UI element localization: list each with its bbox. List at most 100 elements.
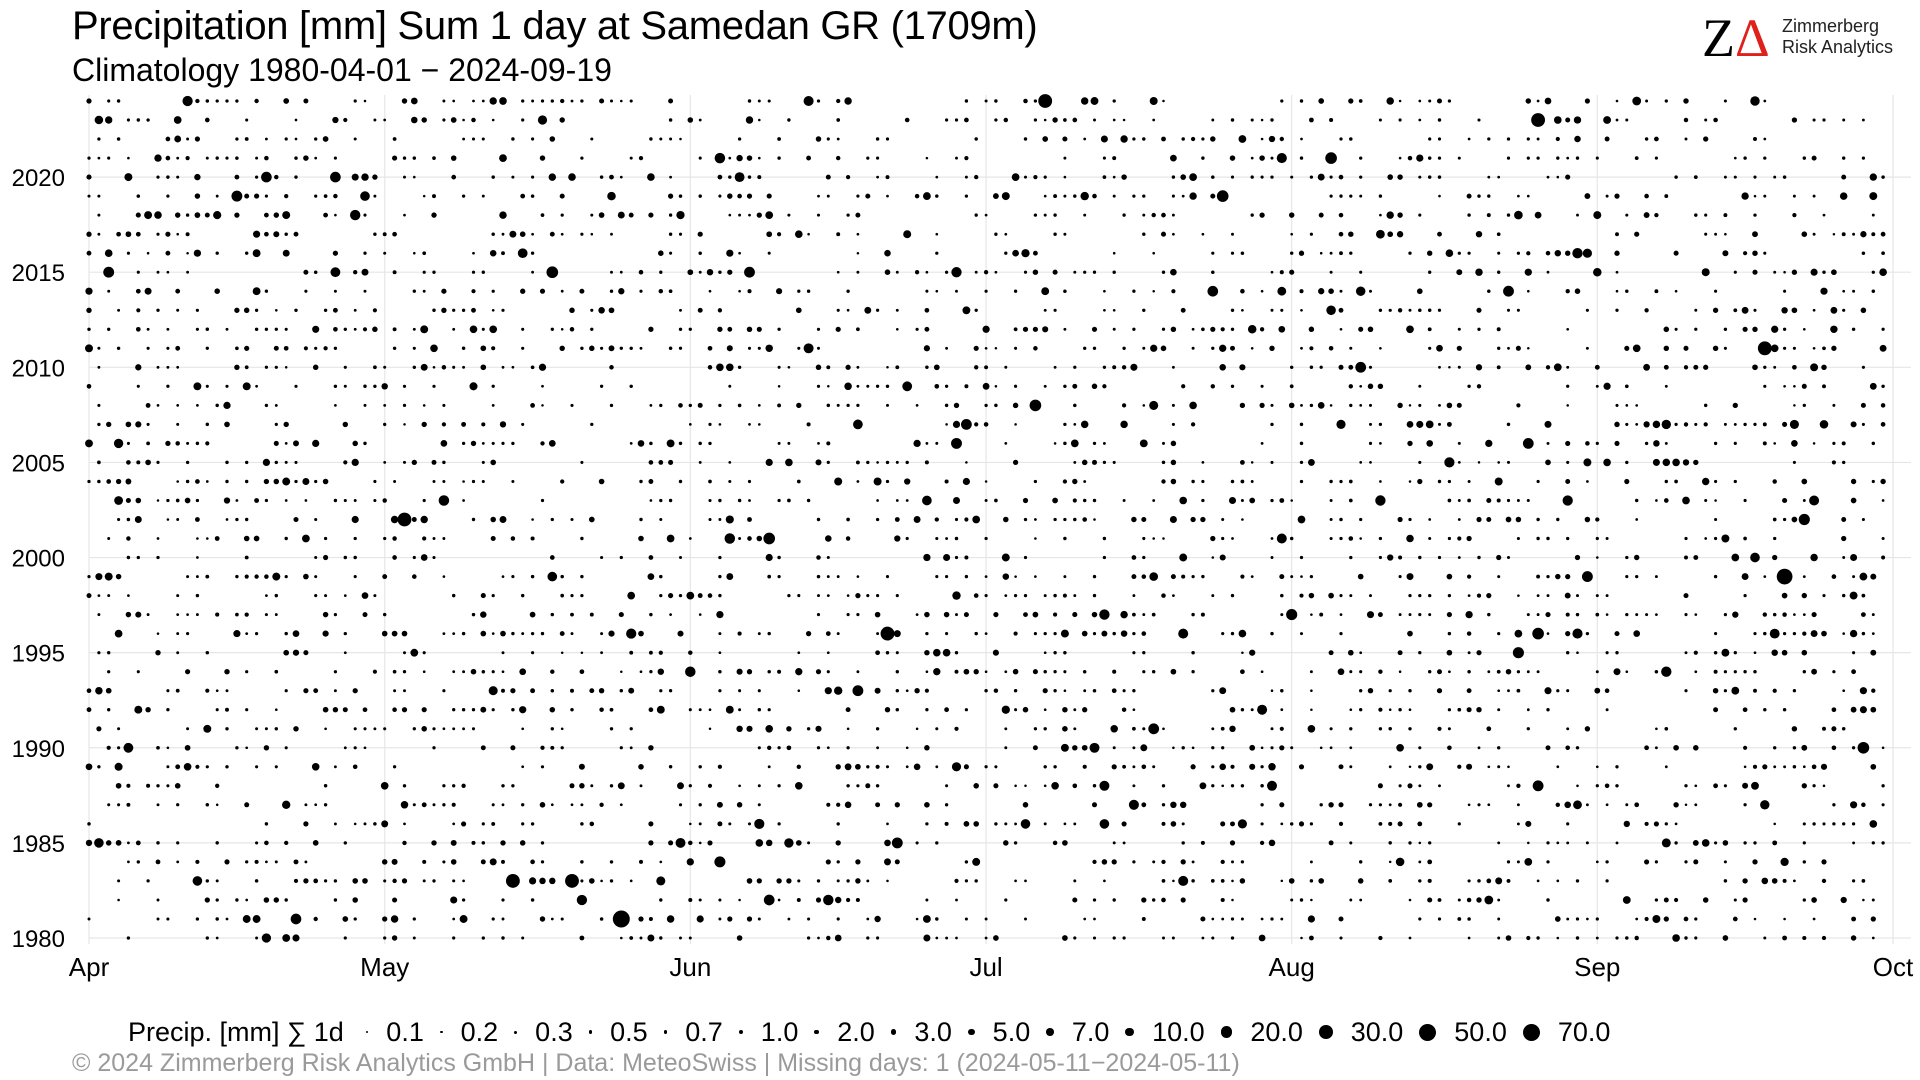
precip-point: [265, 594, 268, 597]
precip-point: [1406, 534, 1414, 543]
precip-point: [844, 801, 852, 809]
precip-point: [973, 345, 979, 351]
precip-point: [1782, 935, 1787, 941]
precip-point: [215, 689, 219, 693]
precip-point: [765, 344, 773, 353]
legend-item: 0.7: [663, 1017, 723, 1048]
precip-point: [570, 707, 574, 712]
precip-point: [1654, 212, 1659, 218]
precip-point: [531, 270, 534, 274]
precip-point: [676, 210, 685, 220]
logo-mark: ZΔ: [1702, 10, 1770, 66]
precip-point: [1859, 572, 1868, 581]
precip-point: [186, 632, 190, 636]
precip-point: [757, 917, 761, 921]
precip-point: [1842, 632, 1845, 635]
precip-point: [984, 536, 988, 541]
precip-point: [1615, 651, 1619, 655]
precip-point: [1122, 764, 1126, 769]
precip-point: [1603, 458, 1611, 467]
precip-point: [803, 343, 814, 354]
precip-point: [1300, 346, 1303, 350]
precip-point: [1408, 708, 1412, 712]
precip-point: [708, 727, 712, 731]
precip-point: [136, 384, 140, 388]
precip-point: [472, 99, 475, 103]
precip-point: [1566, 841, 1570, 845]
precip-point: [580, 346, 584, 351]
precip-point: [1112, 118, 1116, 122]
precip-point: [1457, 251, 1461, 255]
precip-point: [452, 708, 456, 712]
precip-point: [984, 765, 988, 769]
precip-point: [944, 384, 949, 388]
precip-point: [431, 212, 437, 218]
precip-point: [1664, 194, 1669, 199]
precip-point: [1465, 610, 1473, 619]
precip-point: [945, 423, 948, 426]
precip-point: [1831, 269, 1837, 276]
precip-point: [550, 612, 555, 617]
precip-point: [1517, 594, 1520, 597]
precip-point: [668, 213, 673, 217]
precip-point: [666, 439, 675, 448]
precip-point: [1408, 480, 1412, 483]
precip-point: [1388, 860, 1392, 864]
precip-point: [1309, 879, 1314, 883]
precip-point: [117, 308, 121, 312]
precip-point: [1457, 917, 1462, 921]
precip-point: [1141, 631, 1147, 636]
precip-point: [304, 860, 308, 864]
chart-title: Precipitation [mm] Sum 1 day at Samedan …: [72, 4, 1038, 48]
precip-point: [1062, 840, 1068, 846]
precip-point: [1349, 898, 1353, 902]
precip-point: [383, 879, 387, 883]
precip-point: [1219, 344, 1227, 352]
precip-point: [1357, 878, 1364, 884]
precip-point: [1684, 613, 1688, 617]
precip-point: [264, 212, 269, 218]
precip-point: [945, 784, 949, 788]
precip-point: [183, 762, 192, 771]
precip-point: [1063, 175, 1067, 179]
precip-point: [501, 308, 505, 312]
precip-point: [1231, 537, 1234, 540]
precip-point: [1526, 251, 1531, 256]
precip-point: [1112, 841, 1116, 845]
precip-point: [244, 612, 249, 617]
precip-point: [403, 175, 406, 179]
precip-point: [609, 879, 614, 883]
precip-point: [1111, 688, 1117, 694]
precip-point: [1268, 763, 1276, 771]
precip-point: [1427, 878, 1432, 883]
precip-point: [1240, 288, 1245, 294]
precip-point: [1733, 175, 1737, 179]
precip-point: [255, 841, 259, 845]
precip-point: [363, 289, 367, 293]
precip-point: [215, 708, 219, 712]
precip-point: [1447, 631, 1452, 636]
precip-point: [1743, 765, 1747, 769]
legend-label: 2.0: [837, 1016, 875, 1047]
precip-point: [1387, 231, 1394, 238]
precip-point: [265, 860, 268, 864]
precip-point: [540, 841, 545, 845]
precip-point: [836, 118, 841, 122]
precip-point: [1654, 575, 1658, 579]
precip-point: [1014, 784, 1017, 788]
precip-point: [637, 440, 645, 447]
precip-point: [856, 270, 860, 274]
precip-point: [175, 498, 180, 503]
precip-point: [274, 727, 279, 731]
precip-point: [1595, 612, 1600, 617]
precip-point: [826, 403, 831, 408]
precip-point: [1201, 498, 1205, 503]
precip-point: [282, 477, 291, 486]
precip-point: [1219, 687, 1227, 695]
precip-point: [1615, 289, 1619, 293]
precip-point: [1586, 480, 1589, 483]
precip-point: [1231, 898, 1234, 902]
precip-point: [747, 536, 752, 541]
precip-point: [590, 327, 594, 331]
precip-point: [540, 213, 545, 217]
